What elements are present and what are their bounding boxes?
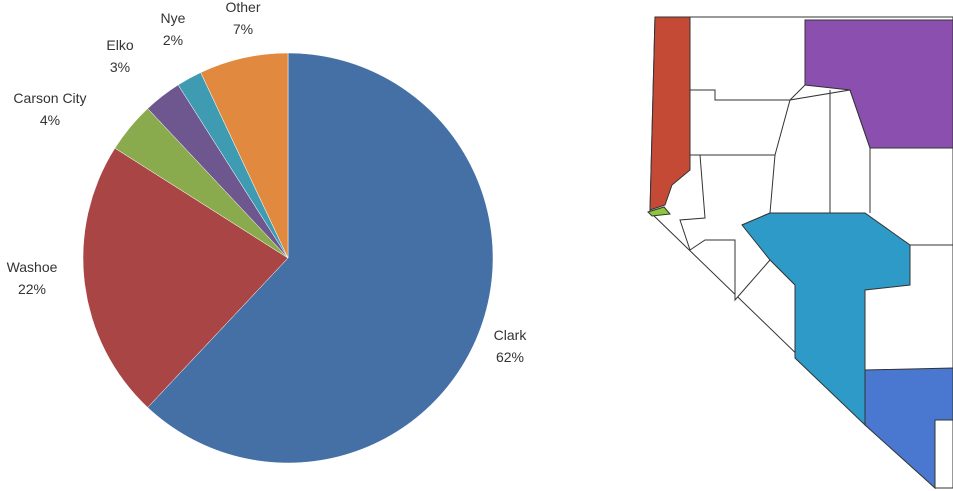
slice-value-label: 62% xyxy=(496,349,524,365)
slice-value-label: 22% xyxy=(18,281,46,297)
county-lines xyxy=(689,20,806,101)
slice-label: Clark xyxy=(494,327,528,343)
pie-chart: Clark 62% Washoe 22% Carson City 4% Elko 3% Nye 2… xyxy=(7,0,528,464)
slice-label: Washoe xyxy=(7,259,58,275)
slice-value-label: 2% xyxy=(163,32,183,48)
elko-region xyxy=(804,19,953,149)
washoe-region xyxy=(649,16,691,211)
county-lines xyxy=(690,89,871,213)
carson-region xyxy=(647,206,671,217)
slice-label: Elko xyxy=(106,37,133,53)
slice-label: Nye xyxy=(161,10,186,26)
pie-slice xyxy=(82,147,289,408)
map xyxy=(647,16,953,490)
nye-region xyxy=(741,212,911,427)
clark-region xyxy=(864,367,953,490)
pie-slice xyxy=(147,52,494,464)
slice-value-label: 3% xyxy=(110,59,130,75)
slice-value-label: 4% xyxy=(40,112,60,128)
slice-value-label: 7% xyxy=(233,21,253,37)
slice-label: Carson City xyxy=(13,90,86,106)
county-lines xyxy=(679,154,771,302)
pie-slice xyxy=(200,52,289,259)
slice-label: Other xyxy=(225,0,260,15)
